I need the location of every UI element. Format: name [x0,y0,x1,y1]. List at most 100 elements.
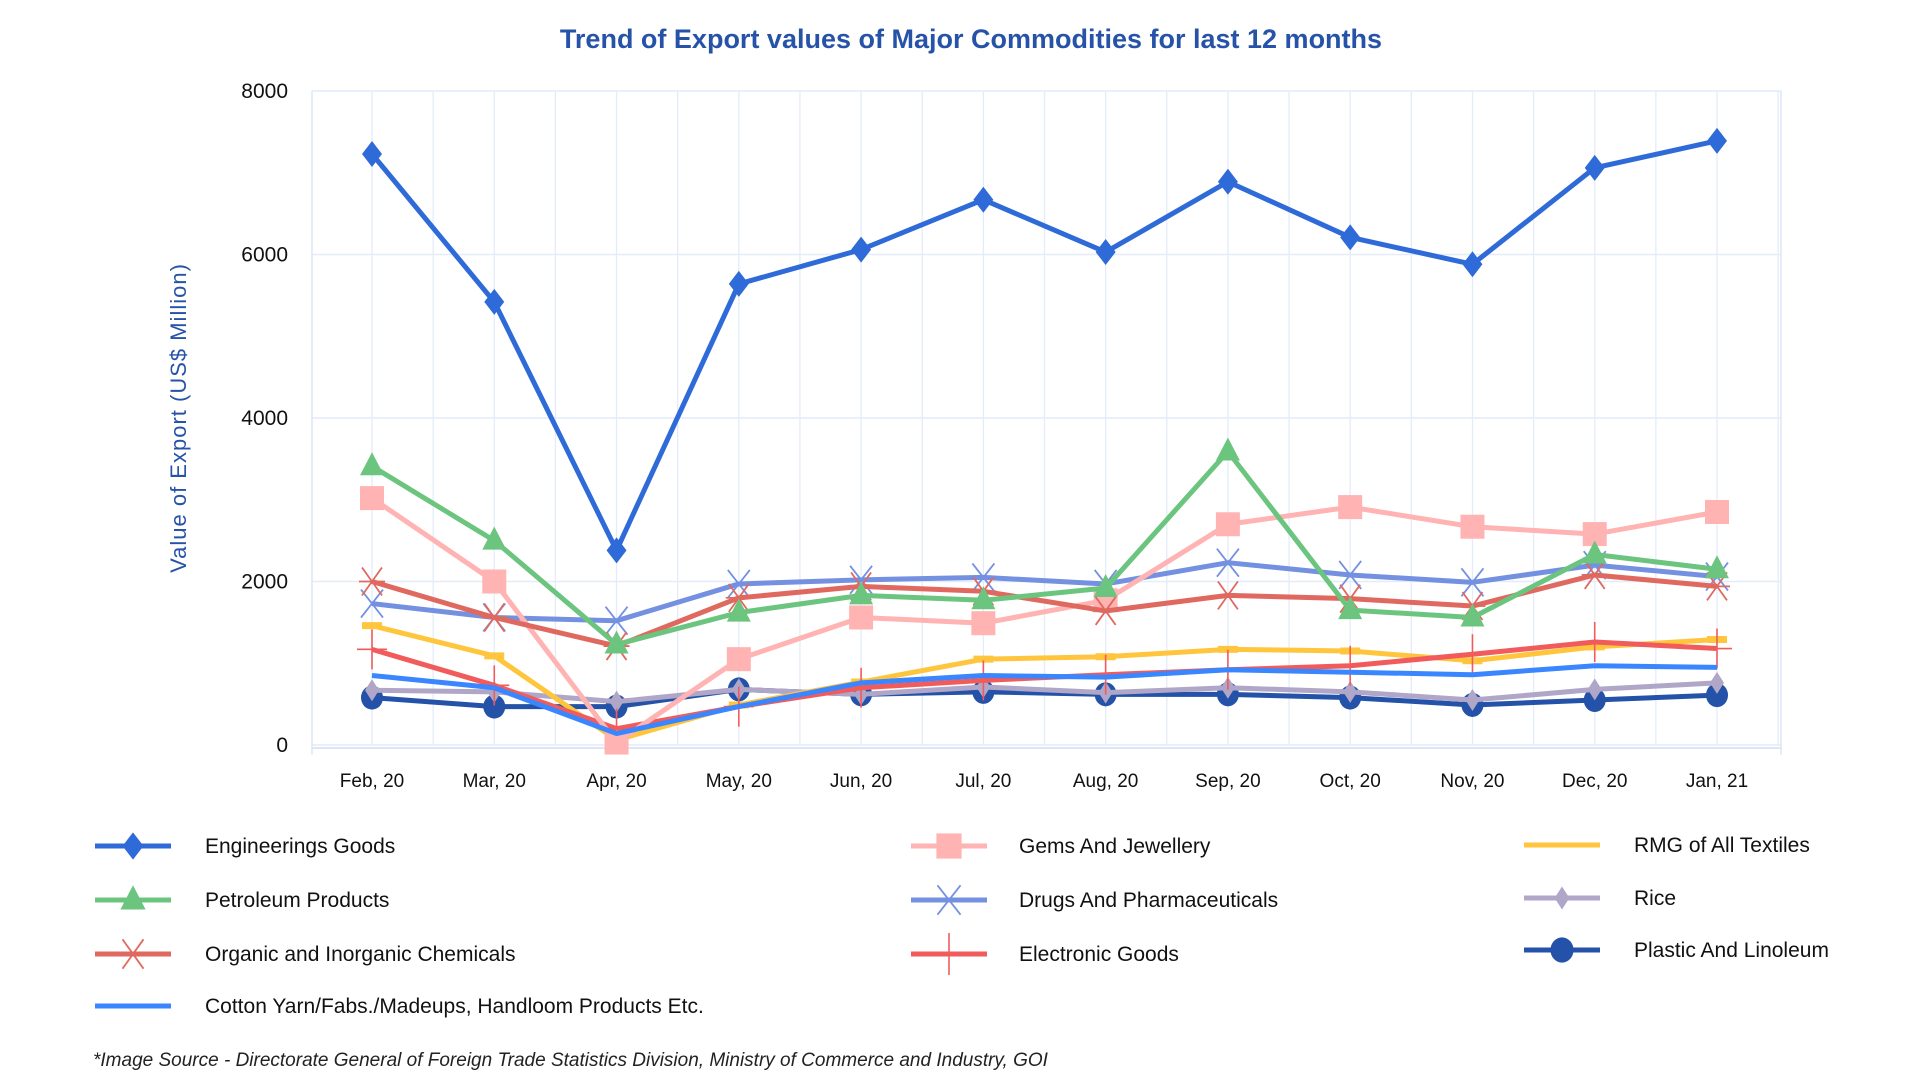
data-point[interactable] [606,537,627,564]
data-point[interactable] [725,583,752,613]
data-point[interactable] [1457,634,1488,675]
data-point[interactable] [973,186,994,213]
legend-item[interactable]: Gems And Jewellery [911,833,1211,859]
square-marker [936,833,962,859]
y-tick-label: 2000 [241,571,288,594]
legend-item[interactable]: Engineerings Goods [95,832,395,860]
asterisk-marker [1214,580,1241,610]
data-point[interactable] [1579,621,1610,662]
data-point[interactable] [1340,224,1361,251]
data-point[interactable] [1215,437,1240,461]
x-tick-label: Feb, 20 [340,771,404,792]
data-point[interactable] [1216,548,1240,578]
data-point[interactable] [1093,574,1118,598]
data-point[interactable] [1092,596,1119,626]
data-point[interactable] [360,589,384,619]
y-tick-label: 4000 [241,407,288,430]
data-point[interactable] [1462,251,1483,278]
data-point[interactable] [971,586,996,610]
data-point[interactable] [1705,500,1729,525]
data-point[interactable] [1460,603,1485,627]
data-point[interactable] [968,660,999,701]
x-marker [1338,560,1362,590]
legend-label: Engineerings Goods [205,835,395,858]
diamond-marker [609,690,624,713]
legend-item[interactable]: Cotton Yarn/Fabs./Madeups, Handloom Prod… [95,995,704,1018]
legend-item[interactable]: Organic and Inorganic Chemicals [95,938,516,970]
diamond-marker [1707,127,1727,154]
x-marker [360,589,384,619]
legend-item[interactable]: Plastic And Linoleum [1524,937,1829,963]
data-point[interactable] [1581,560,1608,590]
chart-title: Trend of Export values of Major Commodit… [560,24,1382,54]
data-point[interactable] [1705,555,1729,579]
data-point[interactable] [1584,154,1605,181]
data-point[interactable] [726,598,751,622]
series-line [370,449,1718,647]
data-point[interactable] [846,667,877,708]
data-point[interactable] [1702,628,1732,669]
data-point[interactable] [360,486,384,511]
data-point[interactable] [483,694,506,719]
data-point[interactable] [604,606,629,636]
legend-item[interactable]: Rice [1524,886,1676,910]
data-point[interactable] [1582,540,1607,564]
data-point[interactable] [357,629,387,670]
series-line [371,663,1718,737]
data-point[interactable] [609,690,624,713]
data-point[interactable] [481,602,508,632]
data-point[interactable] [1460,514,1485,539]
data-point[interactable] [1706,683,1728,708]
data-point[interactable] [971,562,996,592]
data-point[interactable] [1217,168,1238,195]
x-marker [1216,548,1240,578]
data-point[interactable] [849,581,874,605]
data-point[interactable] [1460,567,1485,597]
y-tick-label: 6000 [241,244,288,267]
data-point[interactable] [726,647,751,672]
x-tick-label: Aug, 20 [1073,771,1139,792]
data-point[interactable] [362,140,382,167]
data-point[interactable] [1343,680,1358,703]
data-point[interactable] [1338,495,1363,520]
data-point[interactable] [359,566,385,597]
series-cotton-yarn-fabs-madeups-handloom-products-etc- [371,663,1718,737]
x-marker [604,606,629,636]
data-point[interactable] [1710,671,1724,694]
data-point[interactable] [1465,689,1480,712]
data-point[interactable] [849,605,874,630]
legend-item[interactable]: RMG of All Textiles [1524,834,1810,857]
data-point[interactable] [1707,127,1727,154]
data-point[interactable] [728,270,749,297]
data-point[interactable] [971,611,996,636]
data-point[interactable] [484,288,505,315]
data-point[interactable] [851,236,872,263]
data-point[interactable] [1587,678,1602,701]
legend-item[interactable]: Electronic Goods [911,933,1179,975]
data-point[interactable] [1338,596,1363,620]
data-point[interactable] [360,452,384,476]
data-point[interactable] [1214,580,1241,610]
x-tick-label: Mar, 20 [463,771,526,792]
data-point[interactable] [727,569,751,599]
triangle-marker [1093,574,1118,598]
diamond-marker [1710,671,1724,694]
data-point[interactable] [1095,239,1116,266]
data-point[interactable] [1338,560,1362,590]
data-point[interactable] [482,526,507,550]
square-marker [1460,514,1485,539]
diamond-marker [484,288,505,315]
triangle-marker [971,586,996,610]
legend-item[interactable]: Petroleum Products [95,885,389,912]
data-point[interactable] [604,630,629,654]
cross-marker [1579,621,1610,662]
data-point[interactable] [365,679,379,702]
data-point[interactable] [1335,645,1366,686]
square-marker [849,605,874,630]
legend-item[interactable]: Drugs And Pharmaceuticals [911,884,1278,916]
legend-label: Plastic And Linoleum [1634,939,1829,962]
data-point[interactable] [482,569,507,594]
axes: 0 2000 4000 6000 8000 Feb, 20 Mar, 20 Apr, 20 Ma… [241,80,1782,792]
data-point[interactable] [1215,512,1240,537]
triangle-marker [482,526,507,550]
